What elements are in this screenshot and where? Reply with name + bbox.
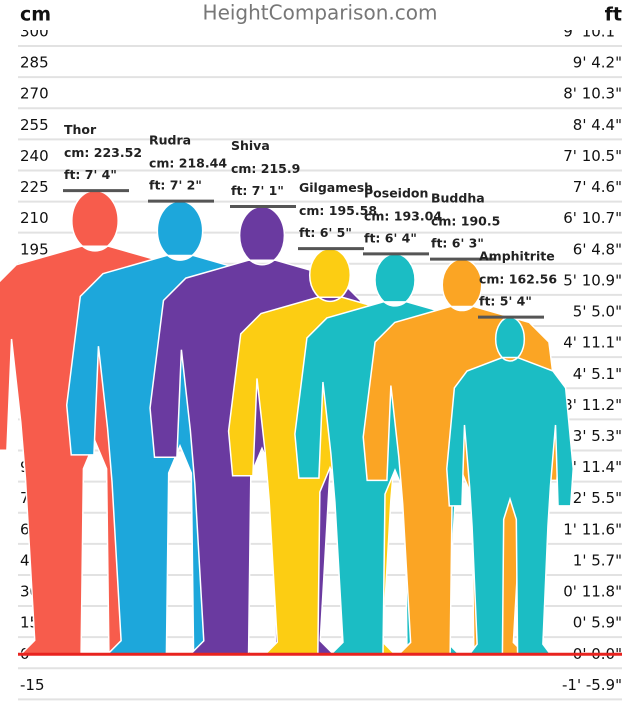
y2-tick-label: 3' 5.3"	[573, 427, 622, 445]
right-unit: ft	[605, 4, 622, 26]
figure-name: Thor	[64, 122, 97, 137]
y2-tick-label: 4' 11.1"	[563, 334, 622, 352]
ft-label: ft: 7' 4"	[64, 167, 117, 182]
y2-tick-label: 8' 4.4"	[573, 116, 622, 134]
figure-name: Gilgamesh	[299, 180, 373, 195]
y2-tick-label: 3' 11.2"	[563, 396, 622, 414]
figure	[446, 316, 574, 656]
y2-tick-label: 1' 11.6"	[563, 520, 622, 538]
left-unit: cm	[20, 4, 51, 26]
y2-tick-label: 8' 10.3"	[563, 85, 622, 103]
y2-tick-label: 0' 5.9"	[573, 614, 622, 632]
header-bg	[0, 0, 640, 30]
y2-tick-label: 4' 5.1"	[573, 365, 622, 383]
y-tick-label: 225	[20, 178, 49, 196]
ft-label: ft: 6' 4"	[364, 230, 417, 245]
y-tick-label: 255	[20, 116, 49, 134]
y2-tick-label: 6' 4.8"	[573, 240, 622, 258]
cm-label: cm: 215.9	[231, 161, 300, 176]
y2-tick-label: 2' 5.5"	[573, 489, 622, 507]
site-name: HeightComparison.com	[203, 1, 438, 25]
y2-tick-label: -1' -5.9"	[562, 676, 622, 694]
figure-name: Amphitrite	[479, 249, 555, 264]
y-tick-label: 285	[20, 54, 49, 72]
figure-name: Buddha	[431, 191, 485, 206]
y2-tick-label: 1' 5.7"	[573, 551, 622, 569]
y2-tick-label: 5' 5.0"	[573, 303, 622, 321]
cm-label: cm: 223.52	[64, 145, 142, 160]
ft-label: ft: 5' 4"	[479, 294, 532, 309]
y2-tick-label: 6' 10.7"	[563, 209, 622, 227]
figure-name: Poseidon	[364, 185, 428, 200]
y-tick-label: 195	[20, 240, 49, 258]
y2-tick-label: 7' 10.5"	[563, 147, 622, 165]
cm-label: cm: 193.04	[364, 208, 442, 223]
y2-tick-label: 7' 4.6"	[573, 178, 622, 196]
figure-name: Shiva	[231, 138, 270, 153]
ft-label: ft: 6' 5"	[299, 225, 352, 240]
y-tick-label: 240	[20, 147, 49, 165]
ft-label: ft: 7' 2"	[149, 178, 202, 193]
cm-label: cm: 190.5	[431, 214, 500, 229]
y-tick-label: 210	[20, 209, 49, 227]
cm-label: cm: 162.56	[479, 272, 557, 287]
y2-tick-label: 9' 4.2"	[573, 54, 622, 72]
y-tick-label: -15	[20, 676, 45, 694]
cm-label: cm: 218.44	[149, 156, 227, 171]
ft-label: ft: 7' 1"	[231, 183, 284, 198]
y2-tick-label: 0' 11.8"	[563, 583, 622, 601]
cm-label: cm: 195.58	[299, 203, 377, 218]
ft-label: ft: 6' 3"	[431, 236, 484, 251]
y2-tick-label: 5' 10.9"	[563, 271, 622, 289]
figure-name: Rudra	[149, 133, 191, 148]
y2-tick-label: 2' 11.4"	[563, 458, 622, 476]
y-tick-label: 270	[20, 85, 49, 103]
